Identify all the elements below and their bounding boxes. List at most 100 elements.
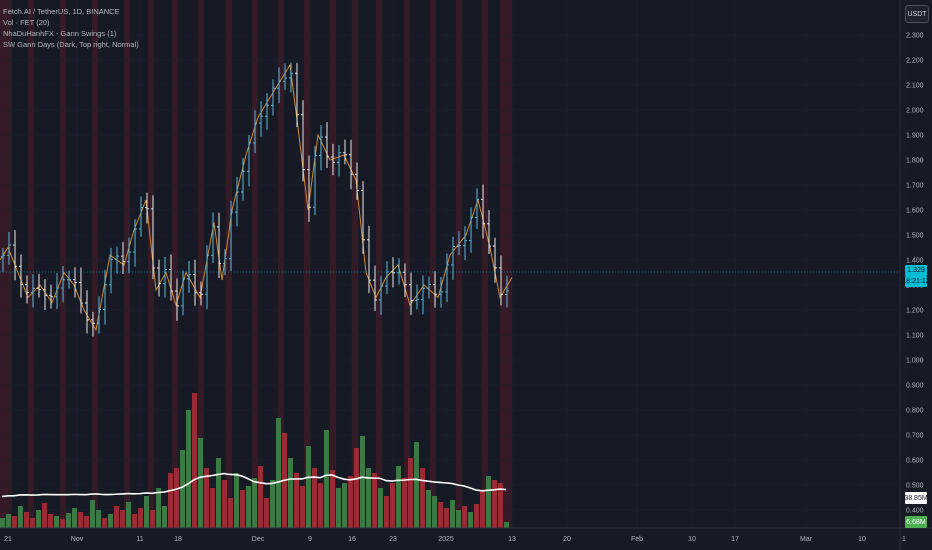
volume-bar (90, 500, 95, 528)
volume-bar (498, 483, 503, 528)
symbol-title[interactable]: Fetch.AI / TetherUS, 1D, BINANCE (3, 7, 120, 16)
volume-bar (402, 478, 407, 528)
price-bar (433, 271, 437, 308)
volume-bar (444, 508, 449, 528)
price-bar (481, 184, 485, 239)
price-bar (97, 296, 101, 334)
volume-bar (312, 468, 317, 528)
price-bar (85, 290, 89, 334)
gann-day-band (404, 0, 410, 528)
volume-bar (174, 468, 179, 528)
price-tick-label: 1.100 (906, 333, 924, 340)
volume-bar (480, 490, 485, 528)
gann-day-band (226, 0, 232, 528)
price-bar (133, 219, 137, 267)
price-tick-label: 1.400 (906, 258, 924, 265)
volume-bar (396, 466, 401, 528)
price-bar (151, 195, 155, 279)
volume-bar (450, 500, 455, 528)
volume-bars (0, 393, 509, 528)
volume-bar (378, 488, 383, 528)
volume-bar (132, 514, 137, 528)
volume-bar (348, 476, 353, 528)
price-bar (445, 253, 449, 303)
price-bar (199, 281, 203, 306)
time-tick-label: 10 (688, 536, 696, 543)
volume-bar (504, 522, 509, 528)
price-bar (451, 236, 455, 280)
gann-day-band (456, 0, 462, 528)
gann-day-band (28, 0, 34, 528)
price-bar (289, 62, 293, 93)
time-tick-label: 13 (508, 536, 516, 543)
volume-bar (228, 498, 233, 528)
volume-bar (432, 496, 437, 528)
currency-button[interactable]: USDT (905, 5, 929, 23)
price-bar (7, 231, 11, 265)
volume-bar (414, 442, 419, 528)
price-bar (499, 255, 503, 306)
price-tick-label: 0.900 (906, 383, 924, 390)
volume-bar (138, 508, 143, 528)
volume-bar (96, 510, 101, 528)
volume-indicator-label[interactable]: Vol · FET (20) (3, 18, 50, 27)
volume-ma-line (1, 472, 507, 498)
gann-day-band (330, 0, 336, 528)
price-bar (13, 230, 17, 281)
volume-bar (258, 466, 263, 528)
price-bar (373, 265, 377, 311)
volume-bar (168, 473, 173, 528)
gann-day-band (148, 0, 154, 528)
price-bar (181, 270, 185, 316)
volume-bar (156, 488, 161, 528)
volume-bar (54, 516, 59, 528)
price-bar (49, 284, 53, 309)
price-tick-label: 0.400 (906, 508, 924, 515)
volume-bar (0, 518, 5, 528)
volume-bar (456, 510, 461, 528)
price-tick-label: 2.000 (906, 108, 924, 115)
price-bar (319, 125, 323, 171)
price-bar (349, 139, 353, 190)
price-bar (331, 143, 335, 176)
volume-bar (126, 502, 131, 528)
time-tick-label: Mar (800, 536, 813, 543)
price-tick-label: 1.600 (906, 208, 924, 215)
time-tick-label: 18 (174, 536, 182, 543)
gann-day-band (278, 0, 284, 528)
price-bar (325, 122, 329, 168)
price-bar (355, 162, 359, 200)
volume-tag: 6.68M (905, 516, 927, 528)
time-axis[interactable]: 21 Nov 11 18 Dec 9 16 23 2025 13 20 Feb 10 17 Mar 10 1 (4, 536, 906, 543)
price-bar (277, 67, 281, 104)
price-bar (229, 200, 233, 272)
price-bar (295, 62, 299, 128)
volume-bar (390, 483, 395, 528)
price-bar (235, 177, 239, 227)
volume-bar (198, 438, 203, 528)
volume-bar (288, 458, 293, 528)
price-bar (175, 278, 179, 321)
price-bar (43, 279, 47, 310)
gann-day-band (198, 0, 204, 528)
price-tick-label: 0.800 (906, 408, 924, 415)
volume-bar (426, 490, 431, 528)
price-tick-label: 1.800 (906, 158, 924, 165)
price-bar (67, 270, 71, 289)
time-tick-label: 17 (731, 536, 739, 543)
price-bar (169, 254, 173, 301)
gann-day-band (60, 0, 66, 528)
gann-days-indicator-label[interactable]: SW Gann Days (Dark, Top right, Normal) (3, 40, 139, 49)
gann-day-band (500, 0, 512, 528)
volume-bar (492, 480, 497, 528)
last-price-tag: 1.329 (905, 265, 927, 276)
time-tick-label: 9 (308, 536, 312, 543)
price-bar (265, 93, 269, 130)
price-bar (205, 245, 209, 310)
price-tick-label: 1.500 (906, 233, 924, 240)
volume-bar (216, 458, 221, 528)
price-bar (223, 249, 227, 276)
price-tick-label: 1.900 (906, 133, 924, 140)
gann-swings-indicator-label[interactable]: NhaDuHanhFX - Gann Swings (1) (3, 29, 117, 38)
